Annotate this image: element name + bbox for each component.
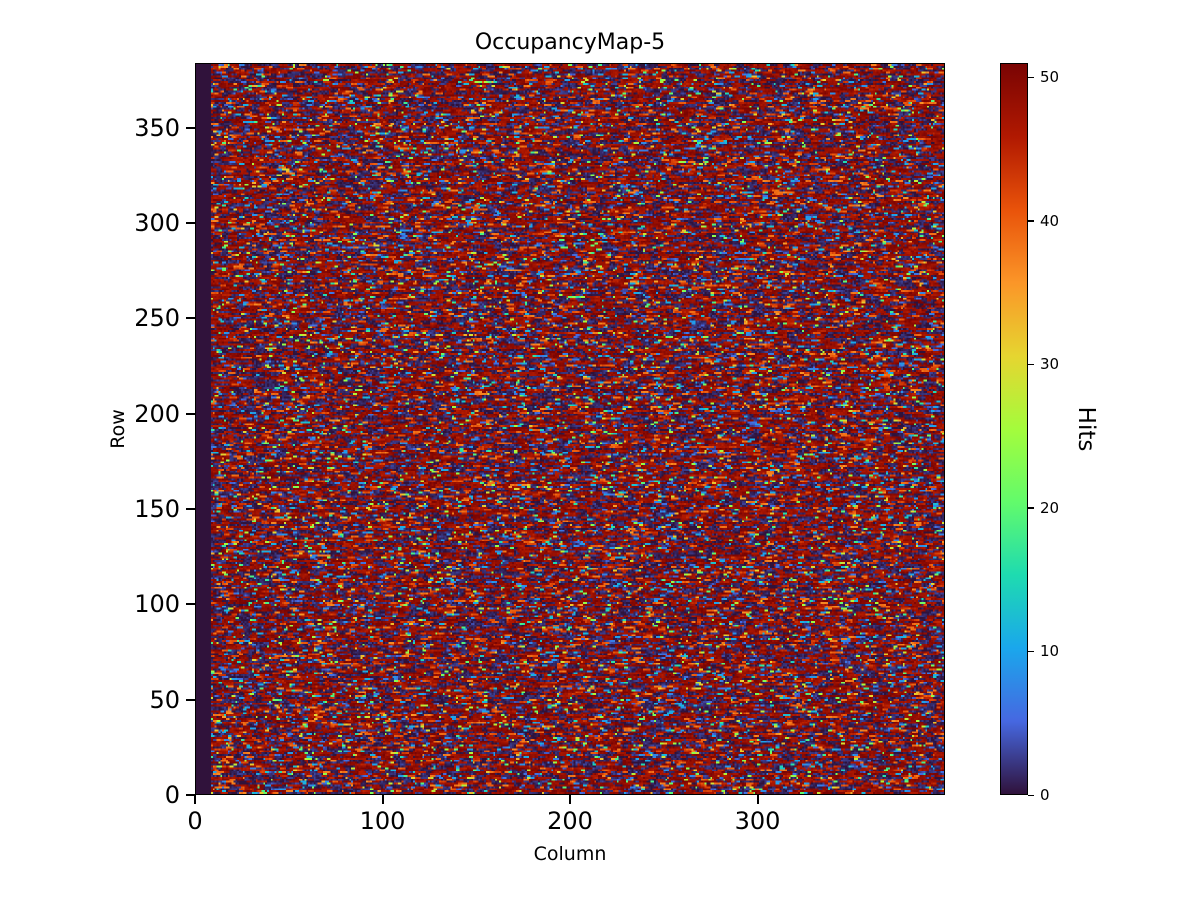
colorbar-tick-label: 40 [1040,211,1060,230]
colorbar-tick-mark [1028,650,1034,653]
colorbar-label: Hits [1073,406,1099,452]
colorbar-tick-mark [1028,76,1034,79]
colorbar-tick-mark [1028,794,1034,796]
y-tick-label: 350 [134,113,180,142]
y-tick-mark [186,317,195,320]
y-tick-label: 200 [134,399,180,428]
y-tick-label: 250 [134,304,180,333]
colorbar-tick-mark [1028,220,1034,222]
colorbar-tick-label: 30 [1040,355,1060,374]
chart-title: OccupancyMap-5 [474,30,666,55]
colorbar [1000,63,1028,795]
x-tick-mark [569,795,571,804]
x-tick-label: 200 [547,807,593,835]
y-tick-label: 100 [134,590,180,619]
colorbar-tick-label: 0 [1040,786,1050,804]
colorbar-tick-label: 20 [1040,498,1060,517]
colorbar-tick-label: 10 [1040,642,1060,661]
heatmap-image [196,64,944,794]
plot-area [195,63,945,795]
x-tick-label: 0 [187,807,203,835]
y-tick-mark [186,794,195,796]
colorbar-gradient [1001,64,1027,794]
y-tick-mark [186,412,195,415]
x-axis-label: Column [533,843,607,865]
x-tick-mark [756,795,759,804]
y-tick-mark [186,603,195,606]
y-tick-label: 300 [134,209,180,238]
y-tick-label: 50 [149,685,180,714]
y-tick-label: 150 [134,495,180,524]
y-axis-label: Row [107,409,129,449]
x-tick-label: 300 [734,807,781,835]
y-tick-mark [186,698,195,701]
y-tick-mark [186,508,195,511]
colorbar-tick-label: 50 [1040,68,1060,87]
colorbar-tick-mark [1028,507,1034,509]
y-tick-mark [186,126,195,129]
x-tick-mark [194,795,196,804]
colorbar-tick-mark [1028,363,1034,366]
y-tick-mark [186,222,195,225]
x-tick-label: 100 [359,807,406,835]
y-tick-label: 0 [164,781,180,809]
x-tick-mark [381,795,384,804]
